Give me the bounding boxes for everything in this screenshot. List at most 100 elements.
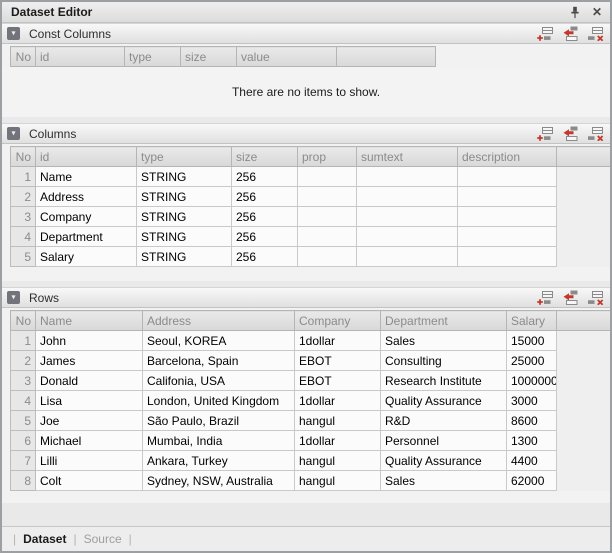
column-header[interactable]: No: [10, 146, 36, 167]
cell[interactable]: 3000: [506, 390, 557, 411]
column-header[interactable]: size: [231, 146, 298, 167]
row-number-cell[interactable]: 2: [10, 350, 36, 371]
cell[interactable]: Sydney, NSW, Australia: [142, 470, 295, 491]
cell[interactable]: [457, 206, 557, 227]
cell[interactable]: 1dollar: [294, 390, 381, 411]
cell[interactable]: EBOT: [294, 350, 381, 371]
collapse-button[interactable]: ▾: [7, 127, 20, 140]
row-number-cell[interactable]: 6: [10, 430, 36, 451]
cell[interactable]: [356, 226, 458, 247]
cell[interactable]: 256: [231, 186, 298, 207]
cell[interactable]: Barcelona, Spain: [142, 350, 295, 371]
cell[interactable]: [457, 246, 557, 267]
cell[interactable]: hangul: [294, 470, 381, 491]
cell[interactable]: [297, 166, 357, 187]
cell[interactable]: Ankara, Turkey: [142, 450, 295, 471]
cell[interactable]: [457, 166, 557, 187]
column-header[interactable]: id: [35, 146, 137, 167]
row-number-cell[interactable]: 3: [10, 370, 36, 391]
cell[interactable]: Joe: [35, 410, 143, 431]
column-header[interactable]: Department: [380, 310, 507, 331]
cell[interactable]: [356, 166, 458, 187]
row-number-cell[interactable]: 1: [10, 330, 36, 351]
add-item-button[interactable]: [536, 126, 554, 142]
cell[interactable]: Sales: [380, 470, 507, 491]
row-number-cell[interactable]: 5: [10, 246, 36, 267]
cell[interactable]: Quality Assurance: [380, 390, 507, 411]
column-header[interactable]: Address: [142, 310, 295, 331]
cell[interactable]: Seoul, KOREA: [142, 330, 295, 351]
close-button[interactable]: ✕: [590, 5, 604, 19]
cell[interactable]: STRING: [136, 186, 232, 207]
cell[interactable]: Califonia, USA: [142, 370, 295, 391]
cell[interactable]: STRING: [136, 206, 232, 227]
row-number-cell[interactable]: 2: [10, 186, 36, 207]
row-number-cell[interactable]: 8: [10, 470, 36, 491]
collapse-button[interactable]: ▾: [7, 27, 20, 40]
cell[interactable]: Consulting: [380, 350, 507, 371]
cell[interactable]: 62000: [506, 470, 557, 491]
cell[interactable]: [356, 246, 458, 267]
column-header[interactable]: Name: [35, 310, 143, 331]
cell[interactable]: James: [35, 350, 143, 371]
insert-item-button[interactable]: [561, 290, 579, 306]
insert-item-button[interactable]: [561, 126, 579, 142]
column-header[interactable]: type: [136, 146, 232, 167]
cell[interactable]: R&D: [380, 410, 507, 431]
column-header[interactable]: id: [35, 46, 125, 67]
cell[interactable]: Sales: [380, 330, 507, 351]
column-header[interactable]: size: [180, 46, 237, 67]
tab-dataset[interactable]: Dataset: [23, 532, 67, 546]
cell[interactable]: Michael: [35, 430, 143, 451]
cell[interactable]: Mumbai, India: [142, 430, 295, 451]
cell[interactable]: EBOT: [294, 370, 381, 391]
cell[interactable]: [356, 186, 458, 207]
cell[interactable]: 256: [231, 166, 298, 187]
cell[interactable]: Research Institute: [380, 370, 507, 391]
cell[interactable]: Lisa: [35, 390, 143, 411]
delete-item-button[interactable]: [586, 26, 604, 42]
cell[interactable]: Donald: [35, 370, 143, 391]
delete-item-button[interactable]: [586, 290, 604, 306]
cell[interactable]: [457, 226, 557, 247]
column-header[interactable]: value: [236, 46, 337, 67]
column-header[interactable]: type: [124, 46, 181, 67]
cell[interactable]: 256: [231, 246, 298, 267]
cell[interactable]: John: [35, 330, 143, 351]
cell[interactable]: Salary: [35, 246, 137, 267]
cell[interactable]: Address: [35, 186, 137, 207]
column-header[interactable]: Company: [294, 310, 381, 331]
cell[interactable]: Name: [35, 166, 137, 187]
row-number-cell[interactable]: 3: [10, 206, 36, 227]
column-header[interactable]: No: [10, 46, 36, 67]
column-header[interactable]: No: [10, 310, 36, 331]
cell[interactable]: STRING: [136, 226, 232, 247]
row-number-cell[interactable]: 1: [10, 166, 36, 187]
cell[interactable]: 256: [231, 226, 298, 247]
tab-source[interactable]: Source: [83, 532, 122, 546]
cell[interactable]: Company: [35, 206, 137, 227]
cell[interactable]: 1dollar: [294, 430, 381, 451]
cell[interactable]: 1000000: [506, 370, 557, 391]
column-header[interactable]: Salary: [506, 310, 557, 331]
cell[interactable]: 15000: [506, 330, 557, 351]
add-item-button[interactable]: [536, 26, 554, 42]
cell[interactable]: São Paulo, Brazil: [142, 410, 295, 431]
cell[interactable]: STRING: [136, 166, 232, 187]
cell[interactable]: Colt: [35, 470, 143, 491]
cell[interactable]: Department: [35, 226, 137, 247]
cell[interactable]: 1300: [506, 430, 557, 451]
cell[interactable]: [356, 206, 458, 227]
delete-item-button[interactable]: [586, 126, 604, 142]
cell[interactable]: STRING: [136, 246, 232, 267]
cell[interactable]: 4400: [506, 450, 557, 471]
cell[interactable]: 1dollar: [294, 330, 381, 351]
cell[interactable]: London, United Kingdom: [142, 390, 295, 411]
cell[interactable]: hangul: [294, 410, 381, 431]
row-number-cell[interactable]: 4: [10, 390, 36, 411]
row-number-cell[interactable]: 5: [10, 410, 36, 431]
column-header[interactable]: prop: [297, 146, 357, 167]
cell[interactable]: [297, 186, 357, 207]
cell[interactable]: Personnel: [380, 430, 507, 451]
cell[interactable]: Lilli: [35, 450, 143, 471]
